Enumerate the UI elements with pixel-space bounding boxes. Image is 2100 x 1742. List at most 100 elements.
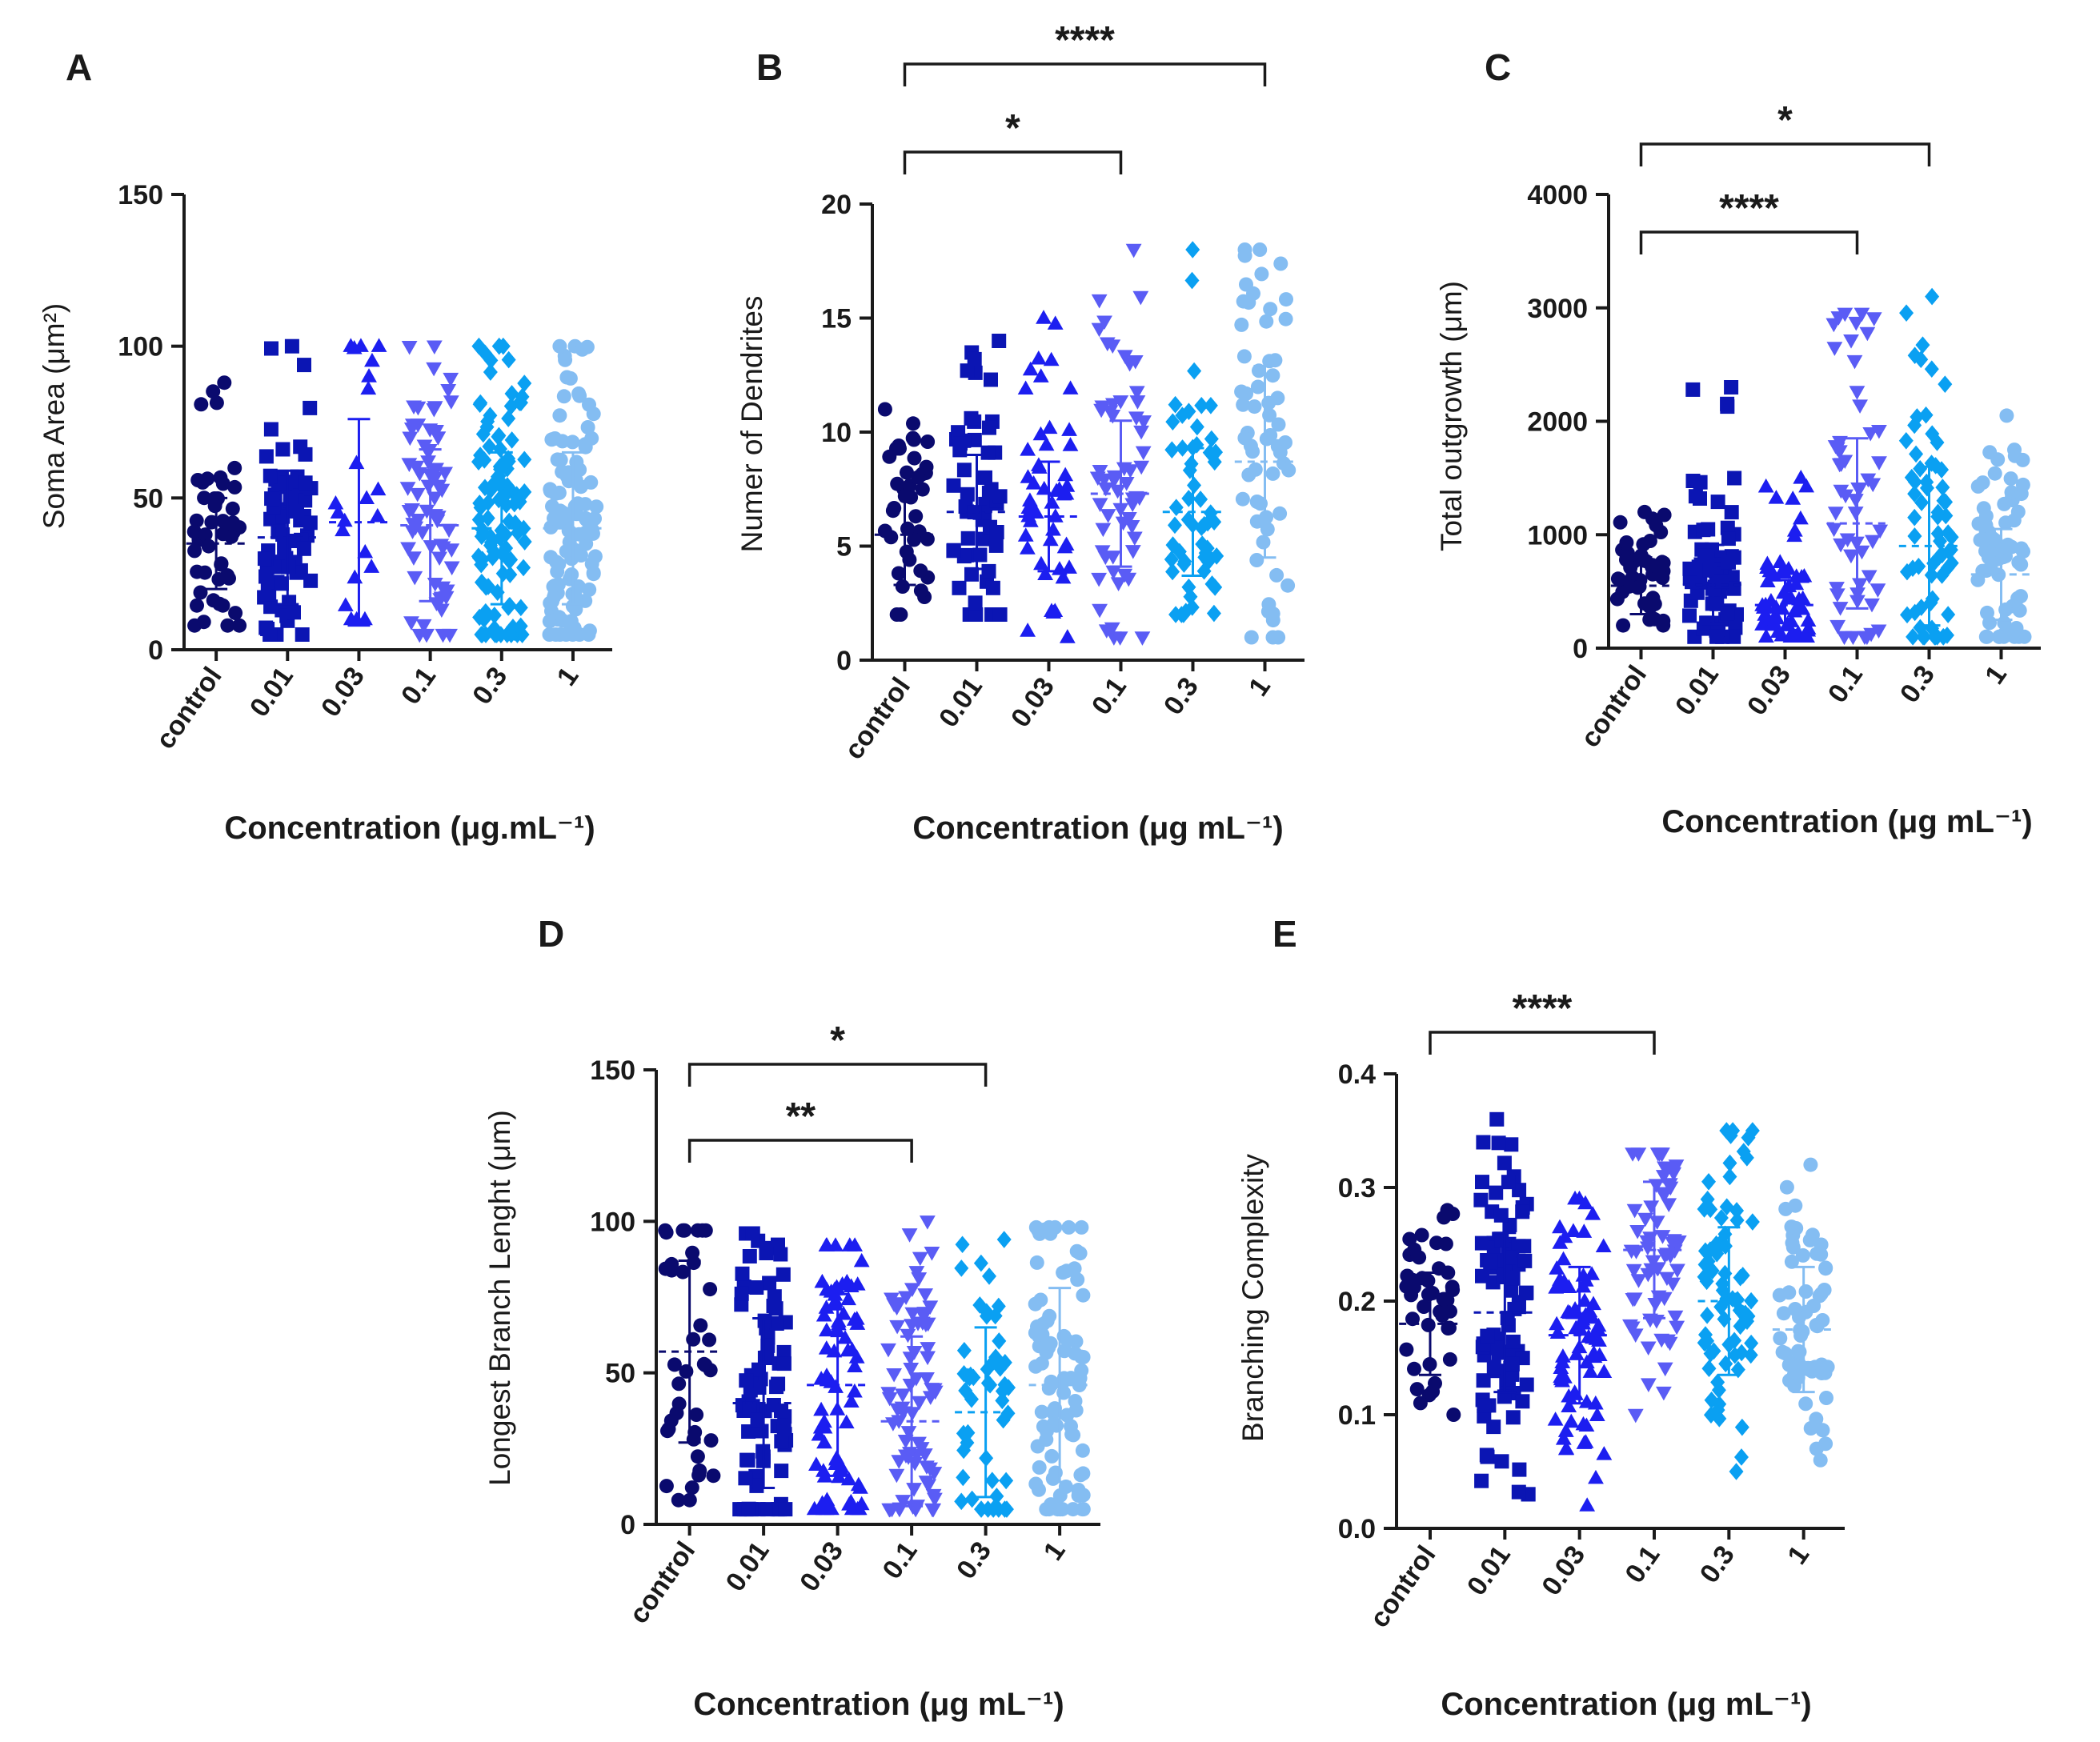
panel-a-data-point: [274, 576, 289, 591]
panel-a-data-point: [516, 559, 531, 577]
panel-a-data-point: [335, 522, 351, 537]
panel-a-data-point: [198, 565, 212, 580]
panel-d-data-point: [739, 1373, 754, 1388]
panel-a-data-point: [567, 588, 583, 603]
panel-b-data-point: [1032, 426, 1049, 441]
panel-b-data-point: [1056, 539, 1073, 554]
panel-a-data-point: [426, 340, 443, 355]
panel-a-data-point: [295, 627, 310, 642]
panel-e-data-point: [1405, 1272, 1421, 1287]
panel-b-data-point: [1037, 566, 1054, 581]
panel-c-data-point: [1899, 563, 1914, 581]
panel-c-data-point: [1848, 316, 1865, 331]
panel-b-data-point: [1249, 514, 1264, 529]
panel-c-data-point: [2014, 541, 2029, 556]
panel-b-data-point: [906, 416, 920, 431]
panel-d-data-point: [660, 1424, 675, 1439]
panel-e-data-point: [1665, 1234, 1682, 1248]
panel-a-data-point: [400, 542, 416, 557]
panel-c-data-point: [1609, 591, 1625, 607]
panel-b-data-point: [1062, 437, 1079, 451]
panel-a-data-point: [480, 509, 495, 527]
panel-b-data-point: [1278, 311, 1293, 326]
panel-a-data-point: [483, 482, 498, 499]
panel-d-data-point: [843, 1393, 860, 1408]
panel-b-data-point: [907, 532, 922, 547]
panel-c-data-point: [1997, 615, 2012, 631]
panel-e-series-4: [1697, 1122, 1760, 1480]
panel-e-data-point: [1715, 1275, 1730, 1293]
panel-b-data-point: [919, 459, 934, 475]
panel-e-data-point: [1479, 1448, 1494, 1463]
panel-a-data-point: [298, 493, 313, 508]
panel-b-data-point: [915, 482, 930, 497]
panel-b-data-point: [884, 530, 899, 545]
panel-d-data-point: [811, 1426, 828, 1441]
panel-a-data-point: [275, 442, 291, 457]
panel-b-data-point: [1265, 630, 1280, 645]
panel-d-data-point: [841, 1237, 858, 1251]
panel-a-data-point: [503, 397, 519, 415]
panel-a-x-axis-label: Concentration (μg.mL⁻¹): [224, 811, 595, 846]
panel-d-data-point: [924, 1247, 940, 1261]
panel-a-data-point: [359, 490, 375, 505]
panel-a-data-point: [504, 431, 519, 449]
panel-e-data-point: [1772, 1287, 1787, 1303]
panel-b-data-point: [1091, 322, 1108, 338]
panel-a-data-point: [360, 380, 377, 395]
panel-e-data-point: [1639, 1241, 1656, 1256]
panel-a-data-point: [483, 351, 499, 370]
panel-a-data-point: [225, 501, 240, 516]
panel-e-data-point: [1588, 1469, 1604, 1484]
panel-b-data-point: [1196, 515, 1212, 534]
panel-a-data-point: [232, 618, 247, 633]
panel-c-data-point: [1831, 445, 1848, 459]
panel-b-data-point: [1032, 368, 1049, 382]
panel-c-data-point: [1773, 627, 1790, 642]
panel-d-data-point: [1068, 1394, 1083, 1408]
panel-d-data-point: [1060, 1408, 1075, 1423]
panel-b-data-point: [1094, 400, 1111, 415]
panel-c-data-point: [1944, 528, 1959, 547]
panel-b-data-point: [1022, 492, 1038, 507]
panel-a-data-point: [495, 564, 511, 583]
panel-d-data-point: [769, 1316, 784, 1331]
panel-c-data-point: [1829, 588, 1846, 603]
panel-d-data-point: [1072, 1246, 1088, 1261]
panel-b-data-point: [981, 486, 996, 500]
panel-b-significance-label: ****: [1055, 19, 1115, 62]
panel-c-data-point: [1685, 382, 1701, 397]
panel-c-data-point: [1924, 360, 1939, 378]
panel-a-data-point: [212, 596, 227, 611]
panel-e-data-point: [1654, 1147, 1670, 1162]
panel-b-data-point: [1030, 350, 1047, 365]
panel-e-data-point: [1439, 1304, 1453, 1320]
panel-a-data-point: [298, 475, 313, 491]
panel-e-data-point: [1669, 1320, 1685, 1336]
panel-d-data-point: [1068, 1346, 1083, 1361]
panel-e-data-point: [1476, 1373, 1491, 1388]
panel-d-data-point: [1060, 1333, 1076, 1348]
panel-b-data-point: [960, 487, 975, 502]
panel-a-data-point: [428, 463, 444, 478]
panel-d-data-point: [1061, 1219, 1076, 1235]
panel-d-data-point: [751, 1362, 766, 1377]
panel-e-data-point: [1476, 1135, 1491, 1150]
panel-a-data-point: [440, 383, 457, 398]
panel-b-data-point: [1025, 475, 1042, 490]
panel-e-data-point: [1581, 1303, 1598, 1318]
panel-d-data-point: [850, 1476, 867, 1492]
panel-c-data-point: [1864, 535, 1881, 550]
panel-d-data-point: [912, 1251, 928, 1267]
panel-b-data-point: [1209, 547, 1224, 565]
panel-b-data-point: [895, 579, 910, 594]
panel-b-data-point: [1165, 413, 1180, 430]
panel-c-data-point: [1800, 612, 1817, 627]
panel-b-data-point: [1185, 241, 1200, 258]
panel-b-data-point: [985, 580, 1000, 595]
panel-e-data-point: [1561, 1398, 1577, 1413]
panel-c-data-point: [1924, 566, 1939, 584]
panel-a-data-point: [420, 455, 436, 470]
panel-e-data-point: [1637, 1212, 1653, 1227]
panel-d-data-point: [889, 1403, 906, 1418]
